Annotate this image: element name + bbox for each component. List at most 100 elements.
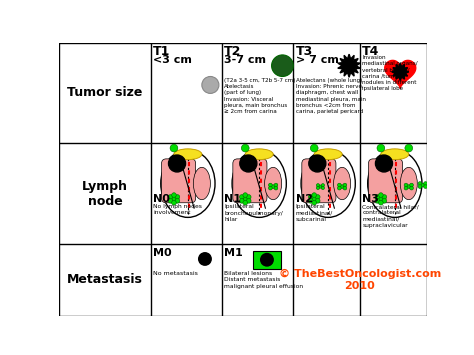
- Text: T2: T2: [224, 45, 242, 58]
- Text: M0: M0: [153, 248, 172, 258]
- Circle shape: [379, 193, 383, 197]
- Circle shape: [272, 55, 293, 76]
- Text: Metastasis: Metastasis: [67, 273, 143, 286]
- Text: Bilateral lesions
Distant metastasis
malignant pleural effusion: Bilateral lesions Distant metastasis mal…: [224, 271, 303, 289]
- Circle shape: [315, 198, 320, 203]
- Circle shape: [172, 193, 176, 197]
- Ellipse shape: [264, 167, 282, 200]
- Circle shape: [312, 201, 317, 205]
- FancyBboxPatch shape: [162, 159, 196, 203]
- Polygon shape: [338, 54, 360, 77]
- Circle shape: [312, 193, 317, 197]
- Circle shape: [175, 195, 180, 199]
- Circle shape: [243, 197, 247, 201]
- Circle shape: [246, 195, 251, 199]
- Circle shape: [309, 195, 313, 199]
- Circle shape: [404, 186, 408, 190]
- Circle shape: [309, 198, 313, 203]
- Circle shape: [375, 155, 392, 172]
- Text: No lymph nodes
involvement: No lymph nodes involvement: [153, 204, 202, 215]
- FancyBboxPatch shape: [368, 159, 402, 203]
- Text: Ipsilateral
mediastinal/
subcarinal: Ipsilateral mediastinal/ subcarinal: [296, 204, 333, 222]
- FancyBboxPatch shape: [302, 159, 336, 203]
- Text: N2: N2: [296, 193, 313, 203]
- Ellipse shape: [193, 167, 210, 200]
- Text: 3-7 cm: 3-7 cm: [224, 55, 266, 65]
- Circle shape: [268, 186, 272, 190]
- Circle shape: [343, 183, 347, 187]
- Circle shape: [418, 182, 422, 185]
- Circle shape: [418, 185, 422, 189]
- Text: M1: M1: [224, 248, 243, 258]
- Text: T4: T4: [362, 45, 380, 58]
- Circle shape: [382, 198, 387, 203]
- Ellipse shape: [381, 149, 409, 160]
- Circle shape: [321, 184, 325, 187]
- Text: <3 cm: <3 cm: [153, 55, 192, 65]
- Polygon shape: [392, 64, 409, 80]
- Circle shape: [246, 198, 251, 203]
- Circle shape: [243, 201, 247, 205]
- Circle shape: [268, 183, 272, 187]
- Text: T1: T1: [153, 45, 170, 58]
- Circle shape: [343, 186, 347, 190]
- Circle shape: [316, 184, 319, 187]
- Circle shape: [274, 183, 278, 187]
- Circle shape: [375, 195, 380, 199]
- Circle shape: [312, 197, 317, 201]
- Text: N0: N0: [153, 193, 170, 203]
- Ellipse shape: [301, 149, 356, 217]
- Text: Tumor size: Tumor size: [67, 86, 143, 99]
- Text: Atelectans (whole lung)
Invasion: Phrenic nerve,
diaphragm, chest wall
mediastin: Atelectans (whole lung) Invasion: Phreni…: [296, 78, 365, 114]
- Ellipse shape: [232, 149, 286, 217]
- Circle shape: [271, 185, 275, 189]
- Circle shape: [315, 195, 320, 199]
- Circle shape: [421, 183, 425, 187]
- Ellipse shape: [245, 149, 273, 160]
- Circle shape: [377, 144, 385, 152]
- Circle shape: [379, 201, 383, 205]
- Text: (T2a 3-5 cm, T2b 5-7 cm)
Atelectasis
(part of lung)
Invasion: Visceral
pleura, m: (T2a 3-5 cm, T2b 5-7 cm) Atelectasis (pa…: [224, 78, 296, 114]
- Ellipse shape: [368, 149, 422, 217]
- Text: No metastasis: No metastasis: [153, 271, 198, 276]
- Circle shape: [375, 198, 380, 203]
- Circle shape: [424, 182, 428, 185]
- Text: > 7 cm: > 7 cm: [296, 55, 338, 65]
- Circle shape: [340, 185, 344, 189]
- Ellipse shape: [161, 149, 215, 217]
- Circle shape: [321, 186, 325, 190]
- Circle shape: [239, 195, 244, 199]
- Circle shape: [310, 144, 318, 152]
- Circle shape: [407, 185, 410, 189]
- Ellipse shape: [174, 149, 202, 160]
- Text: © TheBestOncologist.com
2010: © TheBestOncologist.com 2010: [279, 269, 441, 291]
- Circle shape: [240, 155, 257, 172]
- Circle shape: [337, 186, 341, 190]
- Circle shape: [379, 197, 383, 201]
- Circle shape: [260, 253, 274, 267]
- Circle shape: [168, 195, 173, 199]
- Circle shape: [382, 195, 387, 199]
- Ellipse shape: [334, 167, 351, 200]
- Polygon shape: [385, 60, 416, 88]
- Text: N3: N3: [362, 193, 379, 203]
- Circle shape: [239, 198, 244, 203]
- Text: Contralateral hilar/
contralateral
mediastinal/
supraclavicular: Contralateral hilar/ contralateral media…: [362, 204, 419, 228]
- Circle shape: [274, 186, 278, 190]
- Text: Ipsilateral
bronchopulmonary/
hilar: Ipsilateral bronchopulmonary/ hilar: [224, 204, 283, 222]
- Circle shape: [319, 185, 322, 188]
- Text: T3: T3: [296, 45, 313, 58]
- Circle shape: [169, 155, 186, 172]
- Circle shape: [175, 198, 180, 203]
- Circle shape: [405, 144, 413, 152]
- Text: Lymph
node: Lymph node: [82, 180, 128, 208]
- FancyBboxPatch shape: [253, 251, 281, 269]
- Text: Invasion
mediastinal organs/
vertebral bodies/
carina /tumor
nodules in differen: Invasion mediastinal organs/ vertebral b…: [362, 55, 418, 91]
- Circle shape: [243, 193, 247, 197]
- Circle shape: [172, 197, 176, 201]
- Circle shape: [316, 186, 319, 190]
- Text: N1: N1: [224, 193, 241, 203]
- Circle shape: [404, 183, 408, 187]
- Ellipse shape: [314, 149, 342, 160]
- Circle shape: [410, 186, 413, 190]
